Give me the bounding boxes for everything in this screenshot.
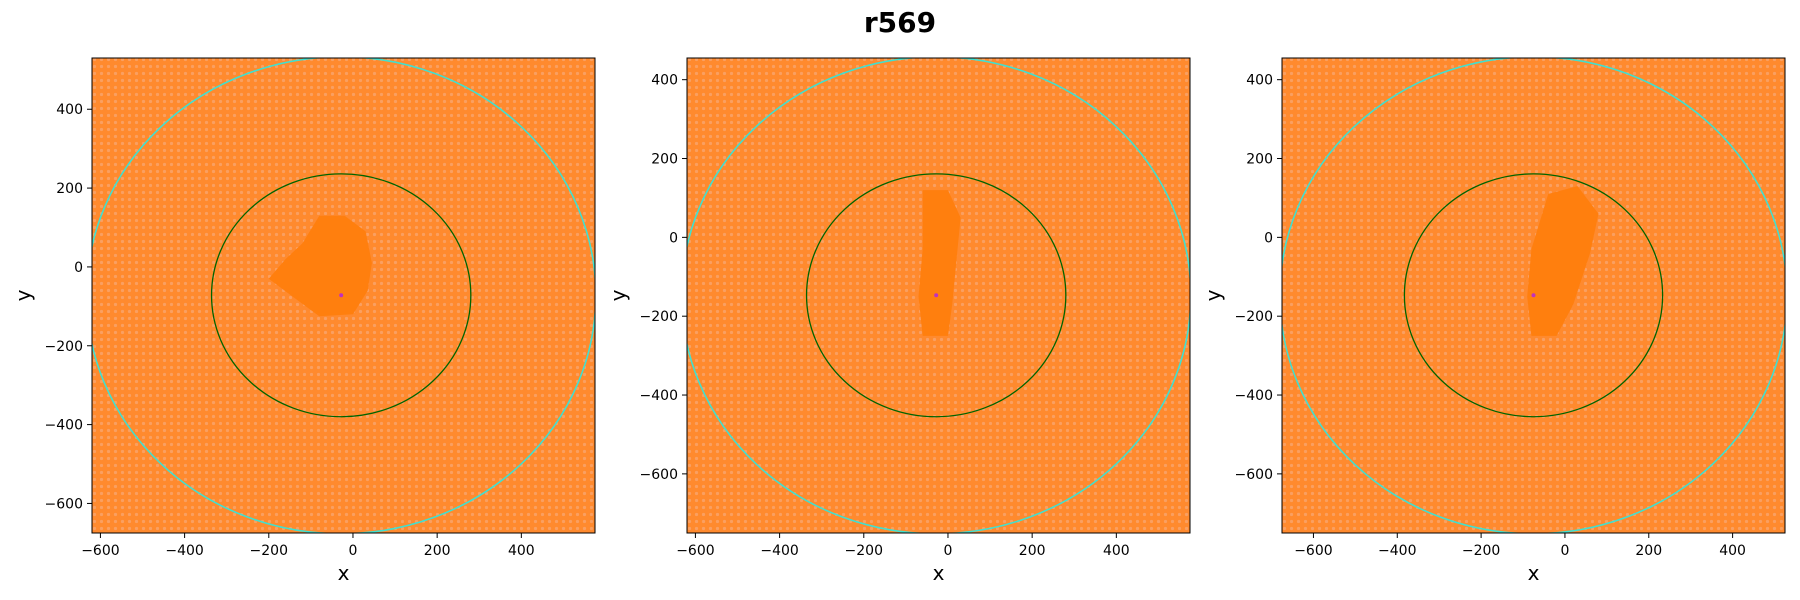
y-tick-label: −600 (1235, 467, 1273, 483)
y-tick-label: 200 (651, 152, 678, 168)
center-marker (339, 293, 344, 298)
y-tick-label: 400 (651, 73, 678, 89)
y-tick-label: 200 (1246, 152, 1273, 168)
y-tick-label: −200 (45, 339, 83, 355)
subplot-1: −600 −400 −200 0 200 400 −600 −400 −200 0 200 400 x y (11, 57, 596, 585)
subplot-grid: −600 −400 −200 0 200 400 −600 −400 −200 0 200 400 x y… (11, 57, 1786, 585)
subplot-3: −600 −400 −200 0 200 400 −600 −400 −200 0 200 400 x y (1201, 57, 1786, 585)
y-tick-label: −200 (1235, 309, 1273, 325)
x-tick-label: −400 (760, 543, 798, 559)
y-axis-label: y (11, 289, 35, 301)
x-tick-label: −600 (81, 543, 119, 559)
x-tick-label: −200 (845, 543, 883, 559)
inner-circle (210, 173, 472, 418)
plot-area (687, 58, 1190, 533)
figure-title: r569 (863, 6, 937, 39)
x-tick-label: 400 (508, 543, 535, 559)
plot-area (1282, 58, 1785, 533)
dense-point-cluster (268, 215, 372, 317)
y-tick-label: −200 (640, 309, 678, 325)
x-tick-label: −200 (1462, 543, 1500, 559)
x-tick-label: −600 (676, 543, 714, 559)
y-axis-label: y (606, 289, 630, 301)
x-tick-label: 0 (1560, 543, 1569, 559)
inner-circle (1403, 173, 1664, 418)
axes-frame (91, 57, 596, 534)
y-tick-label: 400 (56, 102, 83, 118)
y-tick-label: −600 (45, 496, 83, 512)
y-tick-label: −600 (640, 467, 678, 483)
x-tick-label: −400 (1378, 543, 1416, 559)
x-tick-label: 200 (1635, 543, 1662, 559)
dense-point-cluster (918, 190, 961, 336)
y-axis-label: y (1201, 289, 1225, 301)
y-tick-label: −400 (640, 388, 678, 404)
center-marker (1531, 293, 1536, 298)
x-tick-label: −200 (250, 543, 288, 559)
x-tick-label: 400 (1719, 543, 1746, 559)
y-tick-label: 0 (74, 260, 83, 276)
plot-area (92, 58, 595, 533)
center-marker (934, 293, 939, 298)
y-tick-label: −400 (45, 418, 83, 434)
x-tick-label: 0 (349, 543, 358, 559)
x-tick-label: 400 (1103, 543, 1130, 559)
x-tick-label: 200 (424, 543, 451, 559)
x-tick-label: 200 (1019, 543, 1046, 559)
y-tick-label: 0 (669, 230, 678, 246)
axes-frame (1281, 57, 1786, 534)
x-axis-label: x (933, 561, 945, 585)
x-tick-label: −400 (165, 543, 203, 559)
y-tick-label: −400 (1235, 388, 1273, 404)
x-axis-label: x (1528, 561, 1540, 585)
y-tick-label: 400 (1246, 73, 1273, 89)
x-tick-label: 0 (944, 543, 953, 559)
x-axis-label: x (338, 561, 350, 585)
dense-point-cluster (1527, 186, 1599, 336)
axes-frame (686, 57, 1191, 534)
inner-circle (805, 173, 1067, 418)
x-tick-label: −600 (1294, 543, 1332, 559)
subplot-2: −600 −400 −200 0 200 400 −600 −400 −200 0 200 400 x y (606, 57, 1191, 585)
y-tick-label: 200 (56, 181, 83, 197)
y-tick-label: 0 (1264, 230, 1273, 246)
